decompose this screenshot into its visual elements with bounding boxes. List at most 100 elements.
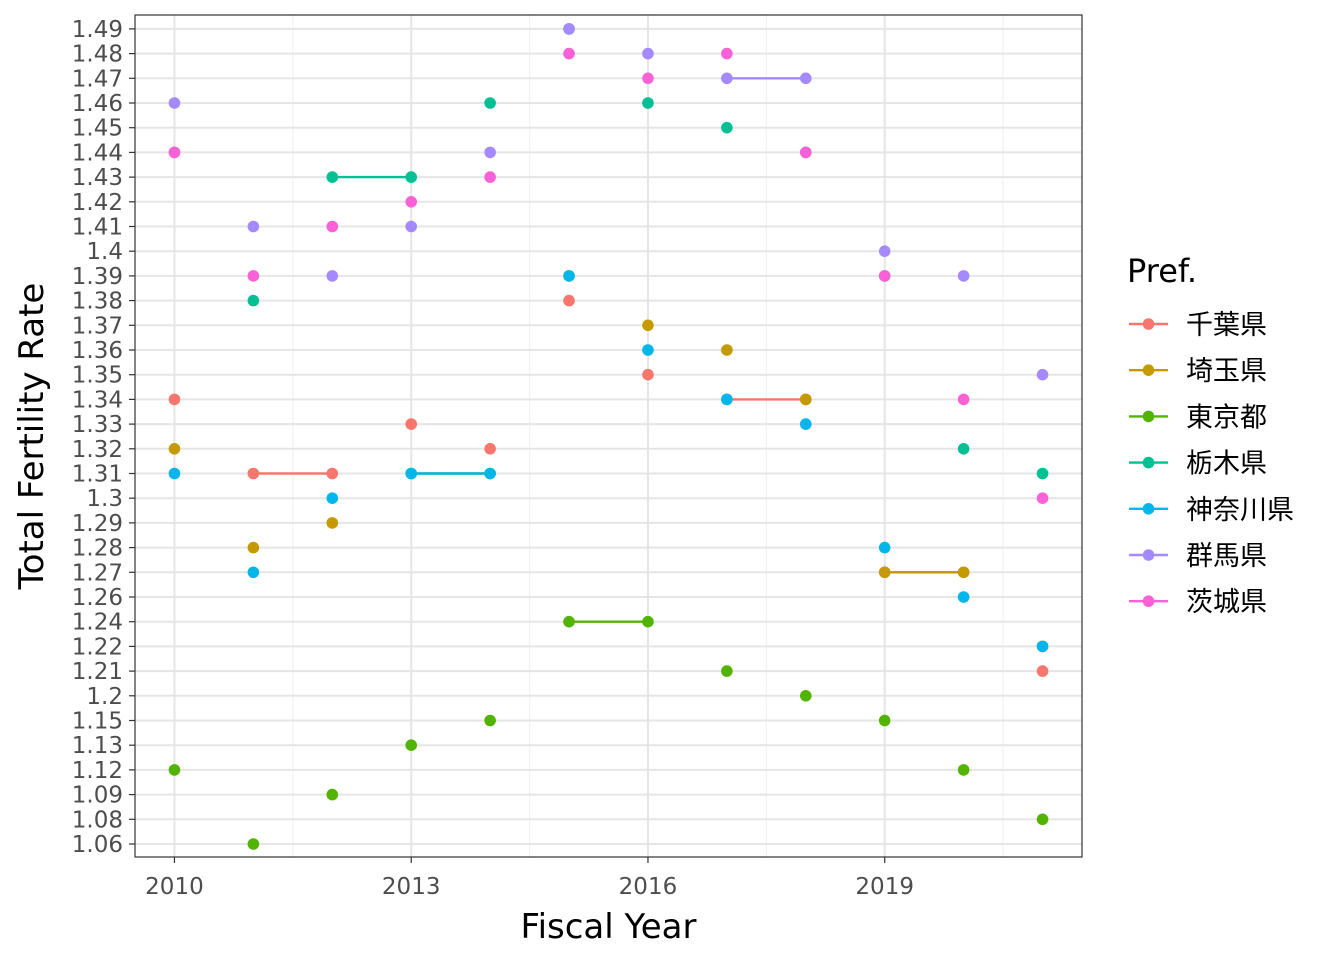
data-point [799, 418, 812, 430]
y-tick-label: 1.48 [72, 42, 123, 68]
data-point [878, 270, 891, 282]
data-point [721, 121, 733, 134]
legend-label: 千葉県 [1186, 310, 1267, 341]
data-point [1036, 640, 1049, 653]
data-point [484, 171, 496, 183]
data-point [957, 270, 970, 282]
data-point [168, 146, 181, 159]
data-point [326, 171, 339, 183]
y-tick-label: 1.3 [86, 486, 123, 512]
y-tick-label: 1.41 [72, 215, 123, 241]
data-point [405, 196, 418, 208]
data-point [1036, 492, 1049, 505]
x-tick-label: 2010 [145, 874, 204, 900]
data-point [1036, 368, 1049, 381]
data-point [168, 764, 181, 776]
data-point [247, 220, 260, 233]
data-point [405, 171, 418, 183]
data-point [878, 566, 891, 579]
y-tick-label: 1.33 [72, 412, 123, 438]
y-tick-label: 1.37 [72, 313, 123, 339]
data-point [405, 418, 418, 430]
grid-major [135, 15, 1082, 857]
data-point [484, 146, 496, 159]
x-tick-label: 2016 [619, 874, 678, 900]
y-tick-label: 1.29 [72, 511, 123, 537]
data-point [721, 72, 733, 85]
legend-item: 東京都 [1129, 402, 1267, 433]
data-point [563, 270, 575, 282]
data-point [642, 615, 654, 628]
y-tick-label: 1.08 [72, 807, 123, 833]
data-point [405, 467, 418, 480]
y-tick-label: 1.38 [72, 289, 123, 315]
data-point [957, 393, 970, 406]
y-tick-label: 1.22 [72, 634, 123, 660]
data-point [168, 393, 181, 406]
legend-item: 埼玉県 [1129, 356, 1267, 387]
data-point [326, 788, 339, 801]
y-tick-label: 1.45 [72, 116, 123, 142]
data-point [247, 270, 260, 282]
data-point [247, 838, 260, 850]
data-point [563, 23, 575, 35]
legend-title: Pref. [1127, 252, 1197, 290]
data-point [642, 47, 654, 60]
data-point [642, 72, 654, 85]
y-tick-label: 1.42 [72, 190, 123, 216]
y-tick-label: 1.34 [72, 387, 123, 413]
y-tick-label: 1.4 [86, 239, 123, 265]
y-tick-label: 1.28 [72, 536, 123, 562]
legend-item: 茨城県 [1129, 587, 1267, 618]
y-tick-label: 1.06 [72, 832, 123, 858]
legend-key-point [1142, 364, 1155, 377]
data-point [326, 517, 339, 529]
data-point [247, 541, 260, 554]
legend-key-point [1142, 410, 1155, 423]
y-tick-label: 1.46 [72, 91, 123, 117]
y-tick-label: 1.15 [72, 709, 123, 735]
y-tick-label: 1.2 [86, 684, 123, 710]
data-point [957, 443, 970, 455]
x-axis-ticks: 2010 2013 2016 2019 [145, 857, 914, 900]
legend-item: 群馬県 [1129, 541, 1267, 572]
y-axis-title: Total Fertility Rate [12, 283, 52, 591]
data-point [247, 566, 260, 579]
y-tick-label: 1.35 [72, 363, 123, 389]
y-tick-label: 1.13 [72, 733, 123, 759]
y-tick-label: 1.27 [72, 560, 123, 586]
data-point [799, 690, 812, 702]
legend-key-point [1142, 456, 1155, 469]
data-point [168, 467, 181, 480]
data-point [799, 72, 812, 85]
legend-key-point [1142, 549, 1155, 561]
y-tick-label: 1.36 [72, 338, 123, 364]
data-point [642, 368, 654, 381]
x-tick-label: 2019 [855, 874, 914, 900]
y-tick-label: 1.09 [72, 783, 123, 809]
data-point [484, 443, 496, 455]
data-point [721, 47, 733, 60]
data-point [957, 764, 970, 776]
y-axis-ticks: 1.061.081.091.121.131.151.21.211.221.241… [72, 17, 135, 858]
data-point [563, 615, 575, 628]
y-tick-label: 1.32 [72, 437, 123, 463]
legend-item: 栃木県 [1129, 449, 1267, 480]
y-tick-label: 1.39 [72, 264, 123, 290]
data-point [1036, 665, 1049, 677]
data-point [878, 541, 891, 554]
y-tick-label: 1.26 [72, 585, 123, 611]
data-point [326, 220, 339, 233]
legend-label: 群馬県 [1186, 541, 1267, 572]
data-point [878, 245, 891, 257]
data-point [563, 294, 575, 307]
legend-item: 神奈川県 [1129, 495, 1294, 526]
y-tick-label: 1.49 [72, 17, 123, 43]
data-point [1036, 467, 1049, 480]
data-point [484, 97, 496, 109]
legend-key-point [1142, 595, 1155, 607]
data-point [247, 294, 260, 307]
